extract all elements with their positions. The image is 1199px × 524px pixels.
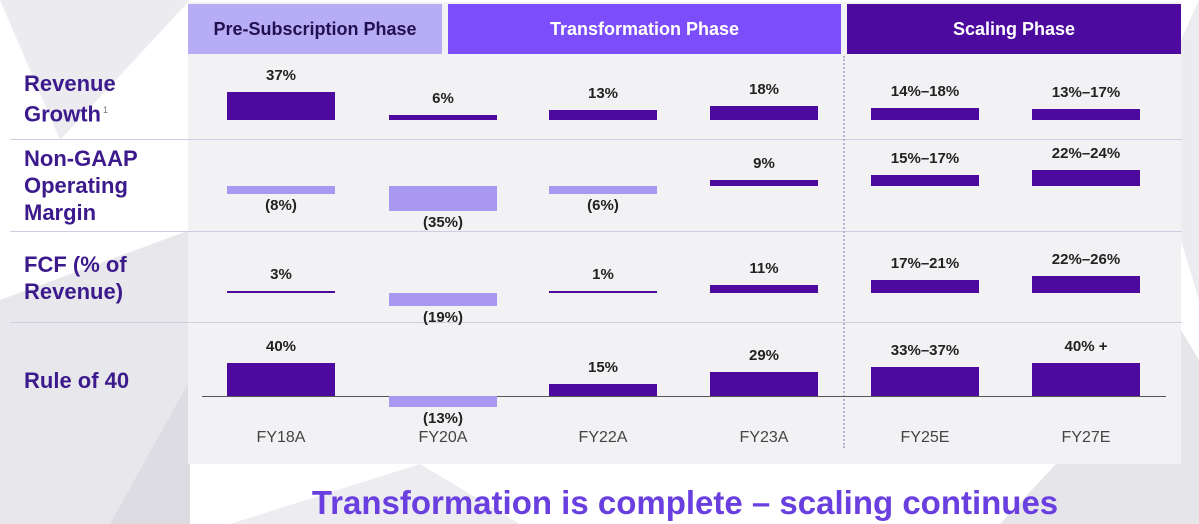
value-label: 33%–37%	[890, 342, 960, 360]
value-label: (6%)	[587, 197, 619, 214]
phase-header-transformation: Transformation Phase	[448, 4, 841, 54]
footnote-marker: 1	[103, 105, 109, 115]
row-label-rule-of-40: Rule of 40	[24, 367, 129, 394]
headline: Transformation is complete – scaling con…	[311, 484, 1059, 521]
category-label: FY18A	[256, 429, 306, 446]
value-label: (13%)	[422, 409, 464, 427]
bar-fy23a-row3	[710, 285, 818, 293]
value-label: 22%–24%	[1051, 144, 1121, 162]
bar-fy27e-row1	[1032, 108, 1140, 120]
phase-label: Transformation Phase	[549, 18, 740, 39]
bar-fy27e-row2	[1032, 169, 1140, 186]
value-label: 3%	[270, 265, 292, 283]
bar-fy23a-row4	[710, 372, 818, 396]
category-label: FY20A	[418, 429, 468, 446]
value-label: (35%)	[422, 213, 464, 231]
value-label: 14%–18%	[890, 82, 960, 100]
value-label: (19%)	[422, 309, 464, 327]
value-label: 40%	[265, 338, 297, 356]
row-label-revenue-growth: Revenue Growth 1	[24, 70, 116, 127]
bar-fy25e-row2	[871, 174, 979, 186]
rule-of-40-baseline	[202, 396, 1166, 397]
bar-fy23a-row1	[710, 106, 818, 120]
bar-fy18a-row4	[227, 363, 335, 396]
row-divider	[10, 322, 1182, 323]
value-label: 29%	[748, 347, 780, 365]
value-label: 6%	[432, 90, 454, 107]
value-label: 15%	[587, 358, 619, 376]
value-label: 11%	[749, 260, 779, 278]
bar-fy22a-row4	[549, 383, 657, 396]
row-label-line: Rule of 40	[24, 368, 130, 393]
bar-fy25e-row4	[871, 367, 979, 396]
row-label-line: Revenue)	[24, 279, 124, 304]
row-label-line: Revenue	[24, 71, 116, 96]
phase-label: Pre-Subscription Phase	[213, 18, 417, 39]
row-label-line: Margin	[24, 200, 97, 225]
category-label: FY25E	[900, 429, 950, 446]
bar-fy22a-row2	[549, 186, 657, 194]
category-label: FY23A	[739, 429, 789, 446]
bar-fy23a-row2	[710, 179, 818, 186]
row-divider	[10, 139, 1182, 140]
bar-fy22a-row1	[549, 110, 657, 120]
bar-fy22a-row3	[549, 291, 657, 293]
value-label: 13%–17%	[1051, 83, 1121, 101]
row-label-operating-margin: Non-GAAP Operating Margin	[24, 145, 138, 226]
chart-panel	[188, 2, 1181, 464]
bar-fy20a-row3	[389, 293, 497, 307]
bar-fy18a-row2	[227, 186, 335, 194]
row-label-line: Non-GAAP	[24, 146, 138, 171]
bar-fy27e-row3	[1032, 275, 1140, 293]
row-label-line: Operating	[24, 173, 128, 198]
bar-fy18a-row3	[227, 290, 335, 293]
value-label: 13%	[587, 85, 619, 103]
value-label: 37%	[265, 66, 297, 84]
bar-fy20a-row1	[389, 115, 497, 120]
row-label-fcf: FCF (% of Revenue)	[24, 251, 127, 305]
category-label: FY22A	[578, 429, 628, 446]
value-label: 22%–26%	[1051, 250, 1121, 268]
row-label-line: Growth	[24, 101, 101, 127]
category-label: FY27E	[1061, 429, 1111, 446]
bar-fy25e-row3	[871, 279, 979, 293]
phase-label: Scaling Phase	[952, 18, 1076, 39]
value-label: 9%	[753, 154, 775, 172]
value-label: 15%–17%	[890, 149, 960, 167]
row-label-line: FCF (% of	[24, 252, 127, 277]
bar-fy25e-row1	[871, 107, 979, 120]
value-label: 17%–21%	[890, 254, 960, 272]
bar-fy20a-row4	[389, 396, 497, 407]
value-label: 18%	[748, 81, 780, 99]
bar-fy27e-row4	[1032, 363, 1140, 396]
value-label: 1%	[592, 266, 614, 283]
bar-fy20a-row2	[389, 186, 497, 211]
phase-header-pre-subscription: Pre-Subscription Phase	[188, 4, 442, 54]
value-label: (8%)	[265, 197, 297, 214]
phase-header-scaling: Scaling Phase	[847, 4, 1181, 54]
phase-divider	[843, 56, 845, 448]
value-label: 40% +	[1064, 338, 1108, 356]
row-divider	[10, 231, 1182, 232]
bar-fy18a-row1	[227, 91, 335, 120]
